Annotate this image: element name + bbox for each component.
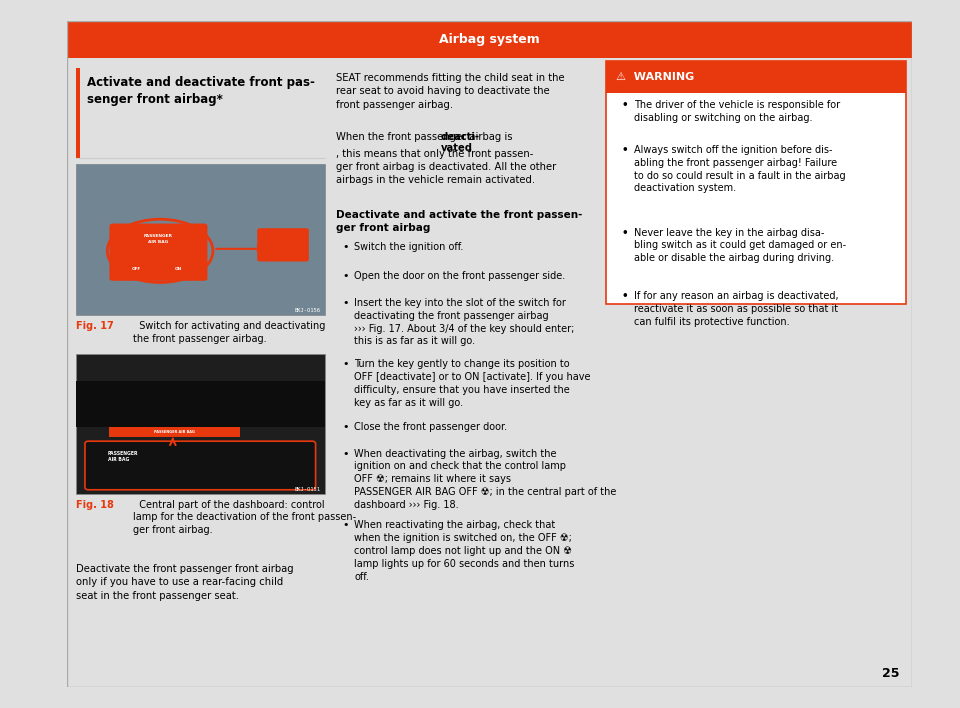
Text: PASSENGER: PASSENGER: [144, 234, 173, 238]
FancyBboxPatch shape: [257, 228, 309, 261]
Text: Never leave the key in the airbag disa-
bling switch as it could get damaged or : Never leave the key in the airbag disa- …: [634, 227, 846, 263]
Text: •: •: [343, 422, 349, 432]
Text: If for any reason an airbag is deactivated,
reactivate it as soon as possible so: If for any reason an airbag is deactivat…: [634, 292, 839, 327]
Text: •: •: [343, 360, 349, 370]
Text: BKJ-O151: BKJ-O151: [295, 487, 321, 492]
Text: Turn the key gently to change its position to
OFF [deactivate] or to ON [activat: Turn the key gently to change its positi…: [354, 360, 591, 408]
Text: Activate and deactivate front pas-
senger front airbag*: Activate and deactivate front pas- senge…: [87, 76, 315, 105]
FancyBboxPatch shape: [606, 61, 906, 304]
Text: •: •: [343, 520, 349, 530]
Text: •: •: [343, 271, 349, 282]
FancyBboxPatch shape: [606, 61, 906, 93]
Text: 25: 25: [882, 667, 900, 680]
Text: •: •: [621, 100, 628, 110]
Text: When deactivating the airbag, switch the
ignition on and check that the control : When deactivating the airbag, switch the…: [354, 448, 617, 510]
FancyBboxPatch shape: [84, 441, 316, 490]
Text: The driver of the vehicle is responsible for
disabling or switching on the airba: The driver of the vehicle is responsible…: [634, 100, 840, 122]
FancyBboxPatch shape: [76, 164, 324, 315]
Text: Central part of the dashboard: control
lamp for the deactivation of the front pa: Central part of the dashboard: control l…: [133, 500, 356, 535]
Text: •: •: [621, 145, 628, 155]
Text: Open the door on the front passenger side.: Open the door on the front passenger sid…: [354, 271, 565, 282]
Text: deacti-
vated: deacti- vated: [441, 132, 480, 154]
FancyBboxPatch shape: [67, 21, 912, 58]
Text: BKJ-O156: BKJ-O156: [295, 309, 321, 314]
Text: Close the front passenger door.: Close the front passenger door.: [354, 422, 508, 432]
Text: ⚠  WARNING: ⚠ WARNING: [616, 72, 695, 82]
Text: ON: ON: [175, 267, 182, 271]
Text: AIR BAG: AIR BAG: [148, 239, 169, 244]
Text: •: •: [621, 292, 628, 302]
Text: When the front passenger airbag is: When the front passenger airbag is: [336, 132, 516, 142]
FancyBboxPatch shape: [76, 354, 324, 493]
Text: Switch for activating and deactivating
the front passenger airbag.: Switch for activating and deactivating t…: [133, 321, 325, 344]
Text: Fig. 18: Fig. 18: [76, 500, 113, 510]
Text: •: •: [343, 448, 349, 459]
Text: Insert the key into the slot of the switch for
deactivating the front passenger : Insert the key into the slot of the swit…: [354, 298, 575, 346]
Text: •: •: [343, 298, 349, 308]
FancyBboxPatch shape: [109, 426, 240, 437]
Text: Switch the ignition off.: Switch the ignition off.: [354, 242, 464, 252]
Text: PASSENGER AIR BAG: PASSENGER AIR BAG: [154, 430, 195, 434]
Text: •: •: [343, 242, 349, 252]
FancyBboxPatch shape: [76, 381, 324, 427]
Text: Airbag system: Airbag system: [440, 33, 540, 46]
Text: SEAT recommends fitting the child seat in the
rear seat to avoid having to deact: SEAT recommends fitting the child seat i…: [336, 73, 564, 110]
Text: PASSENGER
AIR BAG: PASSENGER AIR BAG: [108, 450, 138, 462]
FancyBboxPatch shape: [76, 164, 324, 315]
Text: Fig. 17: Fig. 17: [76, 321, 113, 331]
Text: OFF: OFF: [132, 267, 141, 271]
FancyBboxPatch shape: [109, 224, 207, 281]
Text: When reactivating the airbag, check that
when the ignition is switched on, the O: When reactivating the airbag, check that…: [354, 520, 575, 581]
FancyBboxPatch shape: [76, 68, 80, 158]
Text: Deactivate the front passenger front airbag
only if you have to use a rear-facin: Deactivate the front passenger front air…: [76, 564, 293, 601]
Text: , this means that only the front passen-
ger front airbag is deactivated. All th: , this means that only the front passen-…: [336, 149, 556, 185]
Text: Always switch off the ignition before dis-
abling the front passenger airbag! Fa: Always switch off the ignition before di…: [634, 145, 846, 193]
Text: Deactivate and activate the front passen-
ger front airbag: Deactivate and activate the front passen…: [336, 210, 582, 234]
Text: •: •: [621, 227, 628, 238]
